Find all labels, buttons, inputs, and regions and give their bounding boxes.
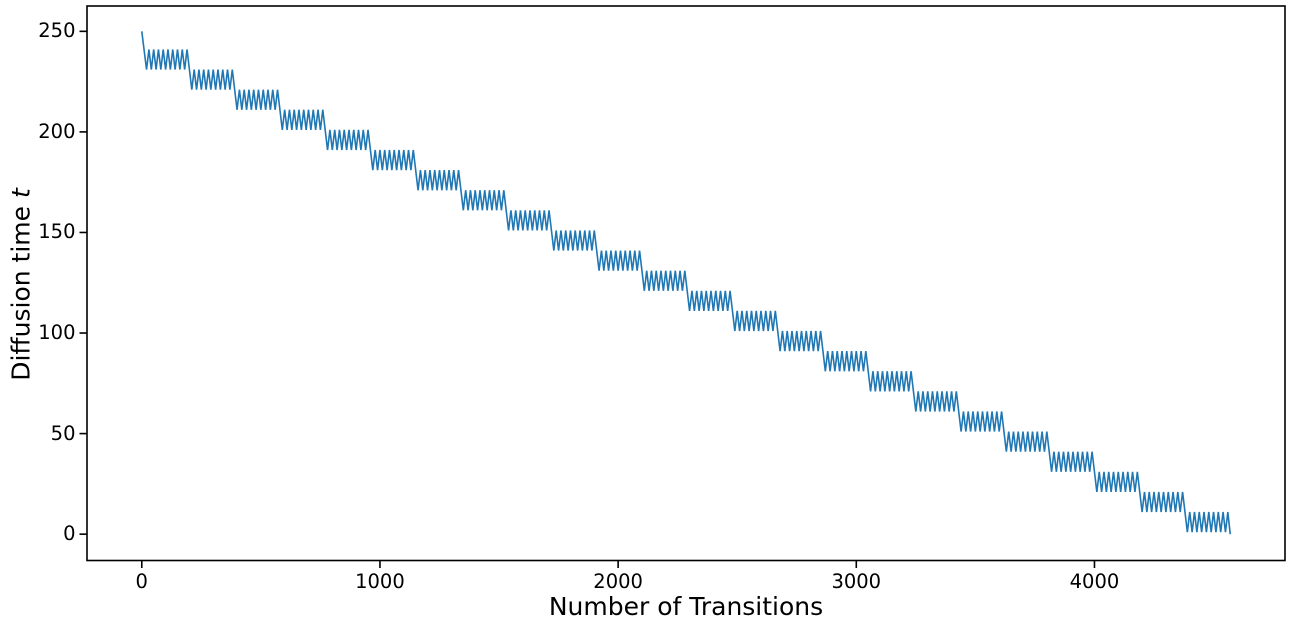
y-axis-label-text: Diffusion time <box>6 198 36 381</box>
y-axis-label-math-t: t <box>6 188 36 199</box>
y-tick-label: 250 <box>38 19 76 43</box>
x-tick-label: 4000 <box>1069 569 1120 593</box>
plot-border <box>86 5 1286 562</box>
y-tick-label: 200 <box>38 119 76 143</box>
y-tick-label: 150 <box>38 220 76 244</box>
x-tick-label: 1000 <box>355 569 405 593</box>
x-axis-label: Number of Transitions <box>386 592 986 621</box>
x-tick-label: 2000 <box>593 569 643 593</box>
data-line-series <box>140 31 1232 535</box>
x-tick-label: 0 <box>135 569 148 593</box>
y-tick-label: 50 <box>50 421 76 445</box>
y-tick-label: 100 <box>38 321 76 345</box>
y-tick-label: 0 <box>63 522 76 546</box>
x-axis-label-text: Number of Transitions <box>548 592 824 621</box>
x-tick-label: 3000 <box>831 569 882 593</box>
y-axis-label: Diffusion time t <box>7 125 36 445</box>
tick-marks <box>79 30 1096 568</box>
